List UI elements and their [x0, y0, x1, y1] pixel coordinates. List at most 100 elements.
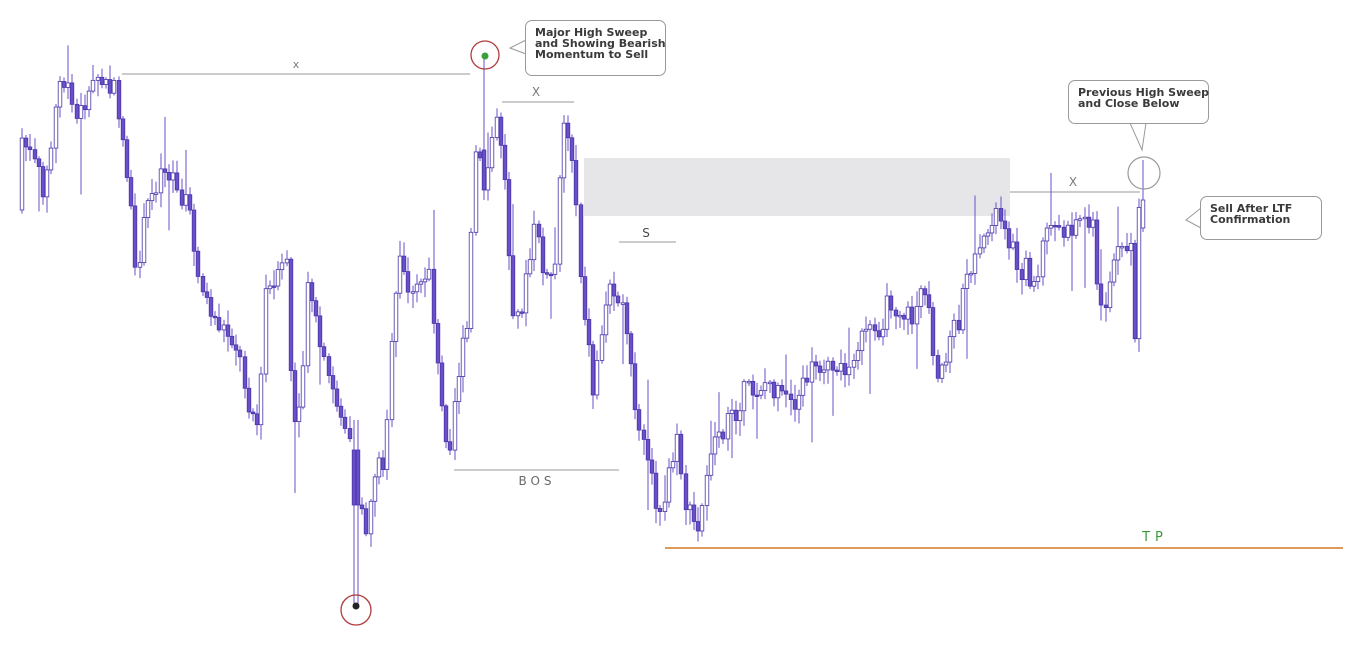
candle-body — [99, 76, 105, 85]
candle — [69, 73, 75, 113]
candle-body — [317, 315, 323, 348]
label-tp: TP — [1141, 530, 1168, 545]
candle — [884, 283, 890, 338]
candle-body — [481, 149, 487, 191]
candle-body — [998, 208, 1004, 222]
candle-body — [939, 364, 945, 379]
candle-body — [779, 385, 785, 392]
candle-body — [989, 225, 995, 234]
candle-body — [846, 366, 852, 376]
candle — [704, 465, 710, 521]
candle — [1132, 239, 1138, 343]
candle — [956, 304, 962, 335]
candle-body — [552, 263, 558, 275]
candle-body — [662, 501, 668, 512]
candle-body — [993, 208, 999, 226]
candle-body — [267, 285, 273, 290]
candle — [183, 149, 189, 212]
candle — [502, 134, 508, 190]
candle — [263, 274, 269, 383]
candle-body — [1014, 241, 1020, 270]
candle-body — [855, 350, 861, 361]
candle-body — [510, 255, 516, 317]
candle-body — [460, 337, 466, 377]
candle-body — [943, 361, 949, 366]
candle-body — [1107, 281, 1113, 309]
candle-body — [502, 144, 508, 180]
candle — [796, 389, 802, 424]
candle — [116, 76, 122, 128]
candle — [431, 209, 437, 334]
candle — [86, 86, 92, 118]
candle-body — [1111, 259, 1117, 283]
candle-body — [1119, 245, 1125, 249]
candle-body — [1006, 228, 1012, 249]
candle — [1069, 212, 1075, 291]
candle — [1090, 211, 1096, 237]
candle-body — [389, 340, 395, 421]
candle-body — [57, 81, 63, 108]
candle — [326, 353, 332, 384]
candle — [372, 473, 378, 517]
candle — [174, 160, 180, 193]
candle-body — [800, 377, 806, 396]
candle — [494, 108, 500, 141]
candle-body — [40, 166, 46, 198]
candle-body — [78, 105, 84, 119]
candle — [158, 153, 164, 208]
candle-body — [183, 194, 189, 206]
candle — [132, 193, 138, 276]
candle-body — [204, 291, 210, 298]
candle — [951, 313, 957, 349]
candle — [149, 178, 155, 211]
candle-body — [632, 363, 638, 411]
candle-body — [237, 349, 243, 358]
candle-body — [82, 105, 88, 111]
candle — [221, 319, 227, 343]
candle — [376, 451, 382, 485]
candle — [645, 379, 651, 510]
candle-body — [922, 288, 928, 296]
candle-body — [737, 410, 743, 422]
candle-body — [1010, 241, 1016, 249]
candle — [758, 385, 764, 400]
candle-body — [1124, 245, 1130, 252]
candle — [872, 317, 878, 341]
candle — [754, 382, 760, 439]
candle — [741, 379, 747, 426]
candle — [40, 161, 46, 205]
candle — [48, 141, 54, 175]
candle — [590, 340, 596, 409]
candle — [594, 350, 600, 400]
candle-body — [1023, 257, 1029, 281]
candle-body — [691, 504, 697, 522]
candle-body — [653, 472, 659, 509]
candle — [678, 430, 684, 480]
candle — [368, 499, 374, 547]
candle-body — [536, 223, 542, 238]
candle-body — [376, 457, 382, 478]
candle-body — [187, 194, 193, 211]
candle-body — [477, 151, 483, 159]
candle-body — [519, 311, 525, 314]
candle-body — [725, 413, 731, 440]
candle-body — [863, 328, 869, 332]
candle — [443, 403, 449, 449]
candle — [981, 233, 987, 254]
candle-body — [809, 361, 815, 383]
candle-body — [452, 401, 458, 451]
candle — [557, 174, 563, 272]
candle-body — [813, 361, 819, 367]
candle-body — [225, 324, 231, 337]
candle — [439, 355, 445, 412]
candle — [435, 319, 441, 375]
candle-body — [116, 80, 122, 120]
candle — [548, 272, 554, 319]
candle-body — [851, 360, 857, 368]
candle — [523, 260, 529, 327]
supply-zone-layer — [584, 158, 1010, 216]
candle — [401, 242, 407, 275]
candle-body — [23, 137, 29, 148]
candle — [636, 404, 642, 441]
